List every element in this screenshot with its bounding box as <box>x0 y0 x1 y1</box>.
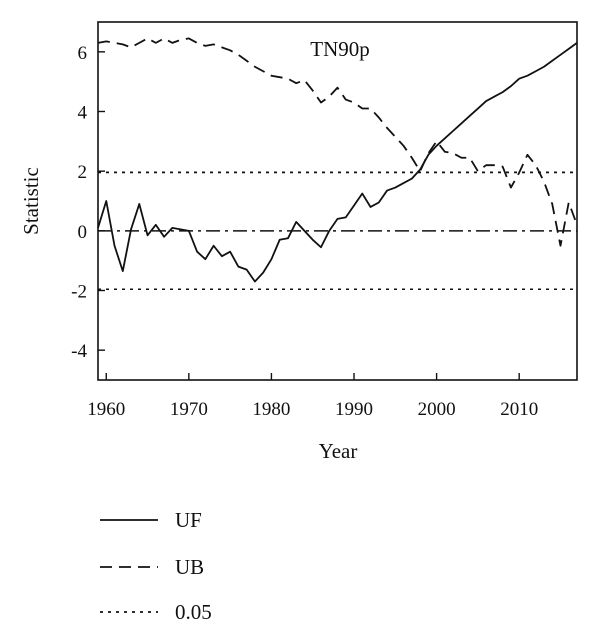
chart-title: TN90p <box>310 37 370 61</box>
y-tick-label: 2 <box>78 162 88 183</box>
x-tick-label: 1980 <box>252 399 290 420</box>
y-tick-label: 4 <box>78 103 88 124</box>
x-tick-label: 1970 <box>170 399 208 420</box>
x-tick-label: 1990 <box>335 399 373 420</box>
plot-area <box>97 21 578 381</box>
series-line-uf <box>97 42 578 283</box>
x-tick-label: 2010 <box>500 399 538 420</box>
legend-label-0-05: 0.05 <box>175 600 212 624</box>
legend: UF UB 0.05 <box>100 508 212 624</box>
x-tick-label: 1960 <box>87 399 125 420</box>
legend-label-ub: UB <box>175 555 204 579</box>
y-tick-label: 0 <box>78 222 88 243</box>
y-axis-label: Statistic <box>19 167 43 235</box>
y-tick-label: -2 <box>71 282 87 303</box>
plot-frame <box>97 21 578 381</box>
x-axis-label: Year <box>319 439 358 463</box>
axis-ticks <box>98 51 520 380</box>
tick-labels: 1960 1970 1980 1990 2000 2010 -4 -2 0 2 4 6 <box>71 43 538 420</box>
series-line-ub <box>97 37 578 247</box>
x-tick-label: 2000 <box>418 399 456 420</box>
series-lines <box>97 37 578 291</box>
y-tick-label: 6 <box>78 43 88 64</box>
legend-label-uf: UF <box>175 508 202 532</box>
y-tick-label: -4 <box>71 341 87 362</box>
